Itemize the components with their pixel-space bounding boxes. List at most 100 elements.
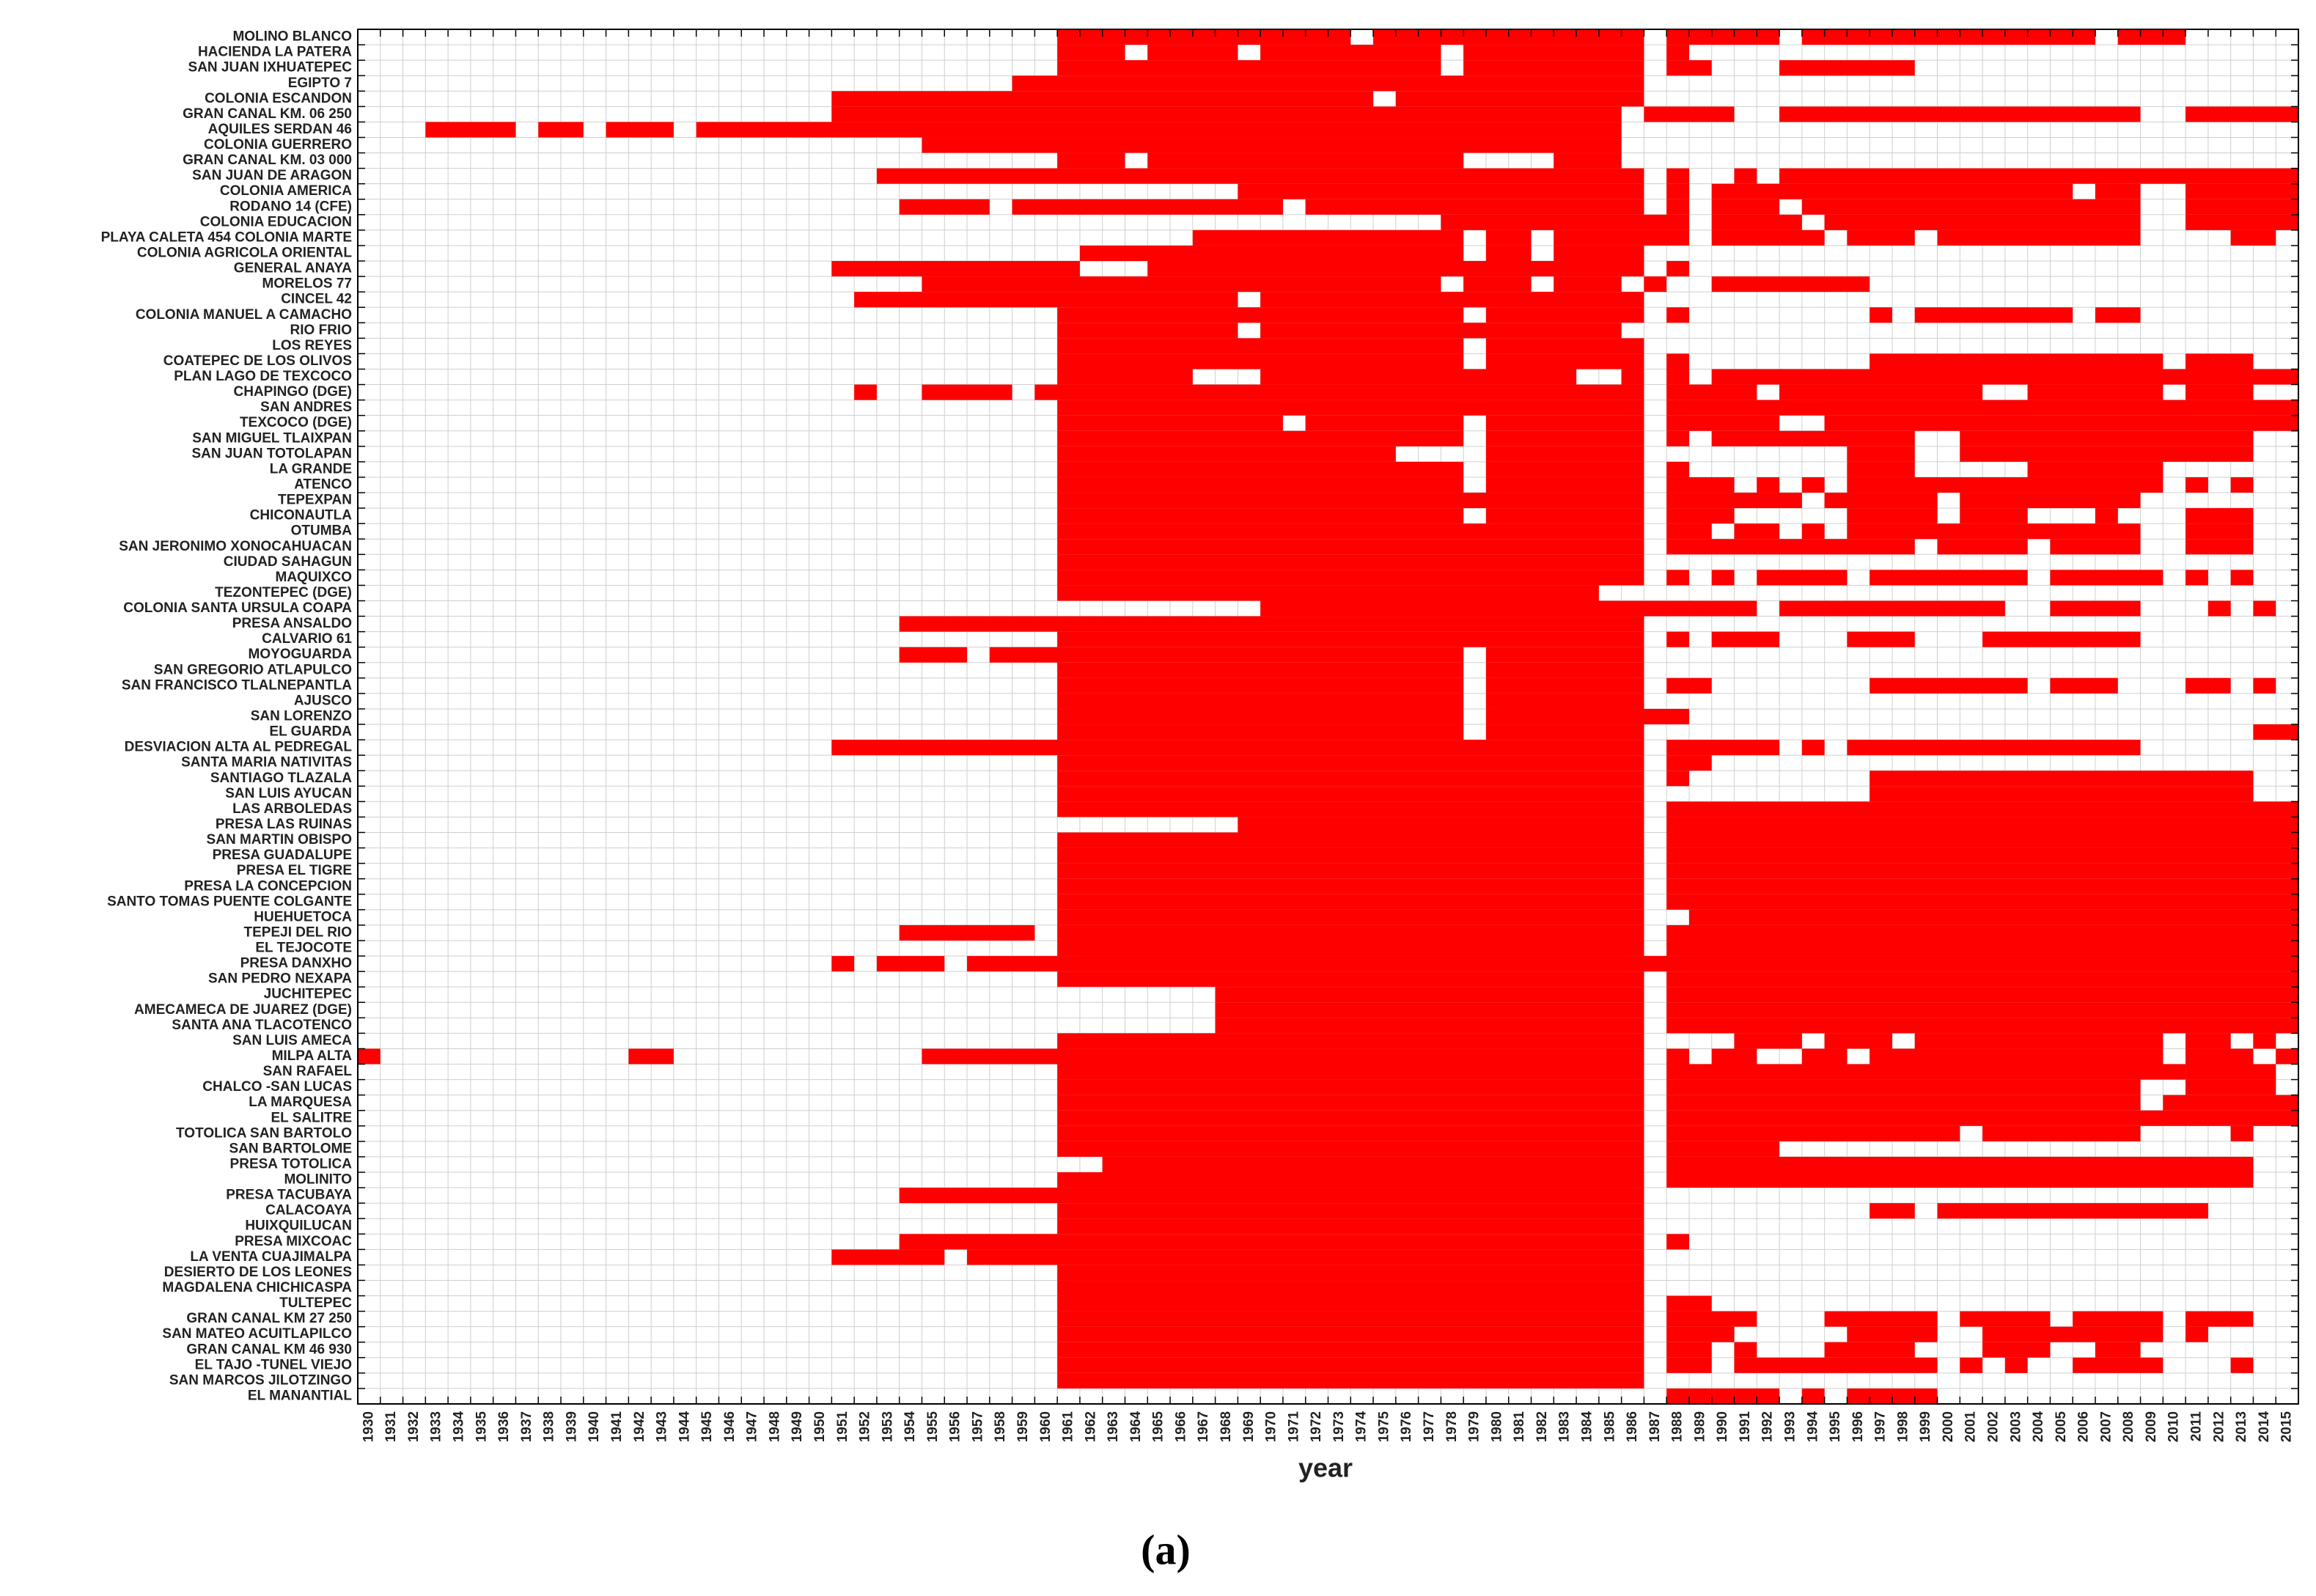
row-label: GRAN CANAL KM. 06 250 xyxy=(183,106,352,122)
data-period xyxy=(1734,523,1780,540)
row-label: TEPEXPAN xyxy=(278,493,352,508)
data-period xyxy=(967,1249,1644,1265)
data-period xyxy=(1260,369,1577,385)
data-period xyxy=(1666,1326,1735,1342)
x-tick-label: 1944 xyxy=(677,1411,692,1443)
data-period xyxy=(831,1249,945,1265)
data-period xyxy=(831,91,1374,107)
data-period xyxy=(2230,1125,2254,1141)
x-tick-label: 2005 xyxy=(2054,1411,2069,1443)
data-period xyxy=(1057,1203,1644,1219)
data-period xyxy=(831,106,1622,122)
row-label: SAN PEDRO NEXAPA xyxy=(208,971,352,987)
x-tick-label: 1951 xyxy=(835,1411,850,1443)
data-period xyxy=(1847,446,1915,462)
row-label: PRESA ANSALDO xyxy=(232,616,352,631)
row-label: MOLINITO xyxy=(284,1172,352,1188)
data-period xyxy=(1779,168,2298,184)
data-period xyxy=(1666,400,2298,416)
data-period xyxy=(1847,740,2141,756)
data-period xyxy=(922,384,1012,400)
data-period xyxy=(1485,647,1644,663)
x-tick-label: 1946 xyxy=(722,1411,738,1442)
data-period xyxy=(1463,60,1644,76)
row-label: MORELOS 77 xyxy=(262,276,352,292)
data-period xyxy=(1485,245,1532,262)
data-period xyxy=(1711,183,2073,199)
x-tick-label: 1945 xyxy=(699,1411,715,1443)
data-period xyxy=(1982,1342,2051,1358)
row-label: HUIXQUILUCAN xyxy=(245,1218,352,1234)
data-period xyxy=(2095,508,2118,524)
data-period xyxy=(1711,229,1825,246)
row-label: LA GRANDE xyxy=(270,461,352,477)
data-period xyxy=(1870,677,2028,694)
data-period xyxy=(1057,940,1644,957)
data-period xyxy=(2186,1048,2254,1064)
x-tick-label: 1992 xyxy=(1760,1411,1776,1442)
row-label: HUEHUETOCA xyxy=(254,909,352,924)
data-period xyxy=(1057,461,1464,477)
data-period xyxy=(1688,909,2298,925)
data-period xyxy=(1666,987,2298,1003)
data-period xyxy=(2186,570,2208,586)
data-period xyxy=(1801,1388,1825,1404)
x-tick-label: 1968 xyxy=(1218,1411,1234,1442)
x-tick-label: 1975 xyxy=(1376,1411,1392,1443)
data-period xyxy=(1824,1311,1938,1327)
data-period xyxy=(2253,724,2298,740)
caption: (a) xyxy=(1141,1526,1191,1573)
data-period xyxy=(1666,863,2298,879)
row-label: DESVIACION ALTA AL PEDREGAL xyxy=(125,740,353,755)
data-period xyxy=(1914,1033,2164,1049)
x-tick-label: 1942 xyxy=(632,1411,647,1442)
data-period xyxy=(1666,1125,1960,1141)
data-period xyxy=(1485,461,1644,477)
data-period xyxy=(1485,677,1644,694)
data-period xyxy=(1485,353,1644,369)
x-tick-label: 2002 xyxy=(1985,1411,2001,1442)
data-period xyxy=(1102,1156,1644,1172)
x-tick-label: 1930 xyxy=(361,1411,376,1442)
data-period xyxy=(2253,1033,2276,1049)
x-tick-label: 1974 xyxy=(1354,1411,1370,1443)
data-period xyxy=(831,956,855,972)
data-period xyxy=(2186,353,2254,369)
data-period xyxy=(1057,801,1644,817)
data-period xyxy=(1057,786,1644,802)
row-label: COLONIA SANTA URSULA COAPA xyxy=(123,600,352,616)
row-label: SANTIAGO TLAZALA xyxy=(210,771,352,786)
row-label: PLAN LAGO DE TEXCOCO xyxy=(174,369,352,384)
data-period xyxy=(1554,276,1622,293)
data-period xyxy=(1666,307,1689,323)
row-label: COATEPEC DE LOS OLIVOS xyxy=(163,353,352,369)
data-period xyxy=(1870,1203,1915,1219)
data-period xyxy=(1057,1280,1644,1296)
data-period xyxy=(1147,45,1238,61)
data-period xyxy=(2186,539,2254,555)
x-tick-label: 1961 xyxy=(1061,1411,1076,1443)
x-tick-label: 1947 xyxy=(745,1411,760,1442)
data-period xyxy=(1057,152,1125,169)
data-period xyxy=(1870,786,2254,802)
data-period xyxy=(1057,1326,1644,1342)
data-period xyxy=(1711,631,1780,647)
data-period xyxy=(1960,446,2254,462)
row-label: MAGDALENA CHICHICASPA xyxy=(162,1280,352,1295)
data-period xyxy=(1824,1342,1915,1358)
row-label: GRAN CANAL KM. 03 000 xyxy=(183,152,352,168)
data-period xyxy=(1666,832,2298,848)
data-period xyxy=(1734,1357,1938,1373)
x-tick-label: 1972 xyxy=(1309,1411,1324,1442)
row-label: CHALCO -SAN LUCAS xyxy=(202,1079,352,1095)
data-period xyxy=(1801,523,1825,540)
data-period xyxy=(2230,477,2254,493)
x-tick-label: 1963 xyxy=(1106,1411,1121,1442)
row-label: SAN BARTOLOME xyxy=(229,1141,352,1156)
row-label: AMECAMECA DE JUAREZ (DGE) xyxy=(134,1002,352,1018)
data-period xyxy=(1260,600,1757,617)
x-tick-label: 1958 xyxy=(993,1411,1008,1442)
data-period xyxy=(1870,307,1892,323)
x-tick-label: 1964 xyxy=(1128,1411,1144,1443)
data-period xyxy=(1057,477,1464,493)
